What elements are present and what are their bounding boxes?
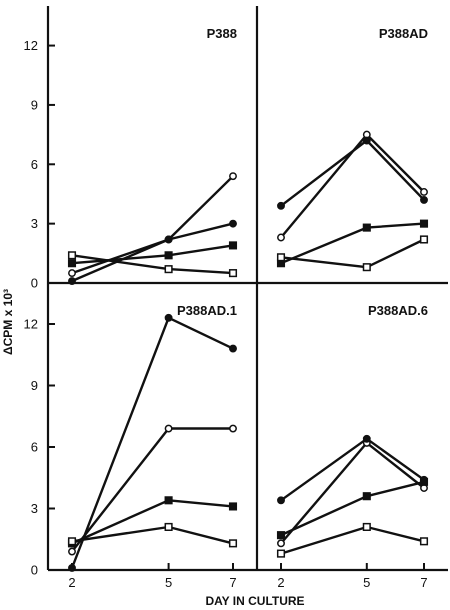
panel-title: P388AD.1 <box>177 303 237 318</box>
series-open-square <box>276 235 429 272</box>
chart-panels: 0 3 6 9 12 P388 P388AD 0 3 6 9 12 2 5 7 P388AD.1 2 5 7 P388… <box>24 26 429 590</box>
data-point <box>164 496 173 505</box>
data-point <box>67 251 77 260</box>
data-point <box>276 549 286 558</box>
data-point <box>362 492 371 501</box>
series-open-square <box>67 251 238 278</box>
data-point <box>164 313 173 322</box>
chart-frame <box>46 6 448 572</box>
series-line <box>280 437 425 502</box>
data-point <box>362 223 371 232</box>
series-filled-square <box>276 477 429 540</box>
series-open-square <box>276 522 429 558</box>
series-line <box>71 525 234 545</box>
data-point <box>67 259 77 268</box>
y-tick-label: 3 <box>31 216 38 231</box>
series-line <box>280 441 425 545</box>
y-tick-label: 9 <box>31 378 38 393</box>
data-point <box>362 522 371 532</box>
series-filled-circle <box>68 313 237 572</box>
x-tick-label: 7 <box>420 575 427 590</box>
data-point <box>277 496 285 505</box>
series-filled-circle <box>68 219 237 285</box>
x-tick-label: 5 <box>165 575 172 590</box>
data-point <box>164 265 173 274</box>
data-point <box>68 547 76 556</box>
data-point <box>68 269 76 278</box>
data-point <box>68 564 76 572</box>
data-point <box>419 235 429 244</box>
data-point <box>228 539 238 548</box>
series-filled-circle <box>277 434 428 505</box>
series-filled-square <box>276 219 429 268</box>
series-filled-circle <box>277 136 428 210</box>
data-point <box>228 241 238 250</box>
panel-p388ad: P388AD <box>276 26 429 272</box>
y-tick-label: 0 <box>31 563 38 578</box>
y-tick-label: 9 <box>31 97 38 112</box>
series-line <box>71 244 234 265</box>
series-line <box>280 139 425 207</box>
y-tick-label: 0 <box>31 276 38 291</box>
data-point <box>164 522 173 532</box>
data-point <box>276 531 286 540</box>
data-point <box>229 172 237 181</box>
data-point <box>229 424 237 433</box>
data-point <box>420 188 428 196</box>
series-line <box>280 480 425 537</box>
data-point <box>420 195 428 204</box>
data-point <box>419 477 429 486</box>
y-tick-label: 3 <box>31 501 38 516</box>
data-point <box>277 539 285 548</box>
data-point <box>67 537 77 546</box>
x-tick-label: 7 <box>229 575 236 590</box>
x-axis-label: DAY IN CULTURE <box>205 594 304 608</box>
panel-p388ad-6: 2 5 7 P388AD.6 <box>276 303 429 590</box>
data-point <box>419 537 429 546</box>
data-point <box>228 502 238 511</box>
panel-p388ad-1: 0 3 6 9 12 2 5 7 P388AD.1 <box>24 303 238 590</box>
data-point <box>419 219 429 228</box>
data-point <box>277 233 285 242</box>
data-point <box>362 263 371 272</box>
series-line <box>280 525 425 555</box>
data-point <box>276 253 286 262</box>
x-tick-label: 2 <box>277 575 284 590</box>
y-tick-label: 6 <box>31 157 38 172</box>
x-tick-label: 2 <box>68 575 75 590</box>
panel-p388: 0 3 6 9 12 P388 <box>24 26 238 291</box>
data-point <box>362 136 371 145</box>
x-tick-label: 5 <box>363 575 370 590</box>
y-axis-label: ΔCPM x 10³ <box>1 289 15 355</box>
data-point <box>229 219 237 228</box>
data-point <box>277 201 285 210</box>
series-open-square <box>67 522 238 548</box>
data-point <box>362 434 371 443</box>
y-tick-label: 6 <box>31 440 38 455</box>
series-open-circle <box>68 424 237 556</box>
data-point <box>228 269 238 278</box>
data-point <box>164 424 173 433</box>
series-line <box>280 222 425 265</box>
y-tick-label: 12 <box>24 317 38 332</box>
y-tick-label: 12 <box>24 38 38 53</box>
data-point <box>229 344 237 353</box>
data-point <box>68 277 76 285</box>
panel-title: P388AD <box>379 26 428 41</box>
panel-title: P388 <box>207 26 237 41</box>
data-point <box>164 235 173 244</box>
panel-title: P388AD.6 <box>368 303 428 318</box>
data-point <box>164 251 173 260</box>
